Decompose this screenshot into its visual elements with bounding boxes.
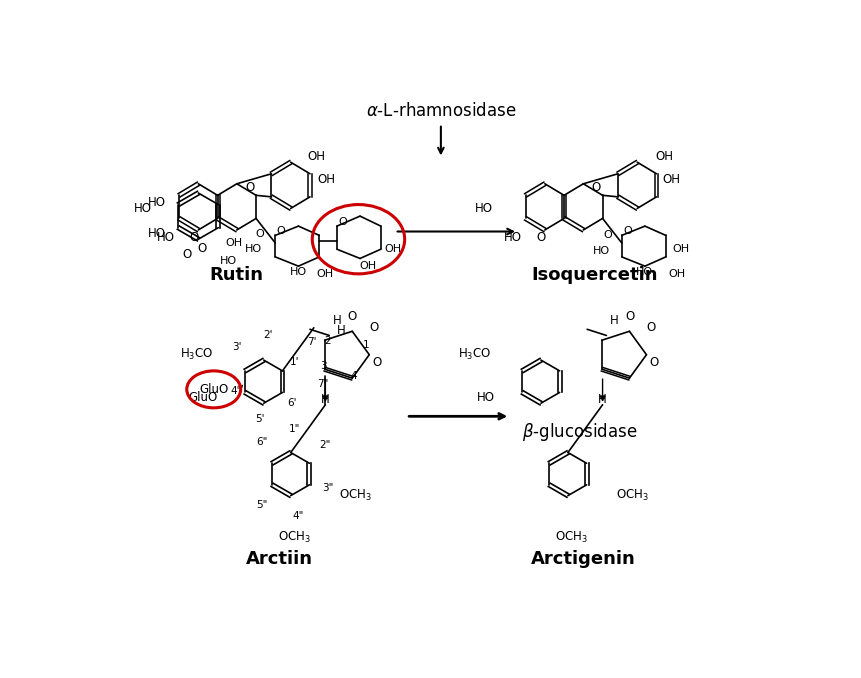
Text: O: O — [338, 217, 347, 227]
Text: H: H — [337, 323, 345, 336]
Text: H: H — [610, 313, 618, 327]
Text: O: O — [183, 248, 191, 261]
Text: OH: OH — [307, 150, 325, 163]
Text: 7": 7" — [318, 379, 329, 389]
Text: OCH$_3$: OCH$_3$ — [339, 488, 372, 503]
Text: H$_3$CO: H$_3$CO — [457, 347, 491, 362]
Text: 6': 6' — [288, 398, 297, 408]
Text: O: O — [276, 226, 285, 236]
Text: O: O — [536, 231, 546, 244]
Text: HO: HO — [504, 231, 522, 244]
Text: O: O — [604, 231, 612, 241]
Text: 1": 1" — [289, 424, 300, 435]
Text: 2": 2" — [319, 440, 331, 450]
Text: OH: OH — [672, 244, 689, 254]
Text: GluO: GluO — [199, 383, 228, 396]
Text: OCH$_3$: OCH$_3$ — [555, 530, 588, 544]
Text: OH: OH — [655, 150, 673, 163]
Text: O: O — [649, 356, 659, 369]
Text: HO: HO — [475, 202, 493, 215]
Text: $\alpha$-L-rhamnosidase: $\alpha$-L-rhamnosidase — [366, 102, 517, 119]
Text: Arctiin: Arctiin — [245, 550, 313, 567]
Text: 5': 5' — [255, 414, 264, 424]
Text: HO: HO — [148, 196, 166, 209]
Text: O: O — [372, 356, 381, 369]
Text: HO: HO — [134, 202, 152, 215]
Text: HO: HO — [477, 391, 495, 403]
Text: OH: OH — [317, 269, 334, 279]
Text: O: O — [592, 181, 601, 194]
Text: H$_3$CO: H$_3$CO — [180, 347, 214, 362]
Text: 1': 1' — [290, 357, 300, 367]
Text: $\beta$-glucosidase: $\beta$-glucosidase — [522, 421, 637, 443]
Text: O: O — [245, 181, 255, 194]
Text: OH: OH — [668, 269, 685, 279]
Text: 4': 4' — [231, 386, 240, 396]
Text: O: O — [625, 310, 635, 323]
Text: OCH$_3$: OCH$_3$ — [616, 488, 649, 503]
Text: O: O — [647, 321, 656, 334]
Text: OH: OH — [359, 261, 376, 271]
Text: GluO: GluO — [189, 391, 218, 403]
Text: O: O — [369, 321, 379, 334]
Text: O: O — [197, 242, 207, 255]
Text: HO: HO — [290, 267, 307, 277]
Text: O: O — [190, 231, 199, 244]
Text: 2: 2 — [325, 336, 331, 346]
Text: HO: HO — [158, 231, 176, 244]
Text: OH: OH — [384, 244, 401, 254]
Text: OH: OH — [663, 173, 681, 186]
Text: H: H — [598, 393, 607, 406]
Text: Rutin: Rutin — [210, 266, 263, 284]
Text: OH: OH — [318, 174, 336, 186]
Text: 4: 4 — [350, 372, 357, 381]
Text: HO: HO — [148, 226, 166, 239]
Text: OCH$_3$: OCH$_3$ — [278, 530, 311, 544]
Text: HO: HO — [245, 244, 263, 254]
Text: 3': 3' — [232, 342, 242, 352]
Text: H: H — [332, 313, 341, 327]
Text: 1: 1 — [362, 340, 369, 351]
Text: OH: OH — [226, 238, 243, 248]
Text: 5": 5" — [256, 500, 267, 510]
Text: 4": 4" — [293, 511, 304, 521]
Text: O: O — [348, 310, 357, 323]
Text: HO: HO — [220, 256, 237, 266]
Text: HO: HO — [636, 267, 653, 277]
Text: 6": 6" — [256, 437, 267, 447]
Text: 3: 3 — [319, 361, 326, 372]
Text: 3": 3" — [322, 483, 333, 493]
Text: 2': 2' — [263, 330, 272, 340]
Text: O: O — [255, 228, 263, 239]
Text: 7': 7' — [307, 336, 316, 346]
Text: O: O — [623, 226, 632, 236]
Text: Isoquercetin: Isoquercetin — [531, 266, 658, 284]
Text: H: H — [321, 393, 330, 406]
Text: HO: HO — [593, 245, 610, 256]
Text: Arctigenin: Arctigenin — [531, 550, 635, 567]
